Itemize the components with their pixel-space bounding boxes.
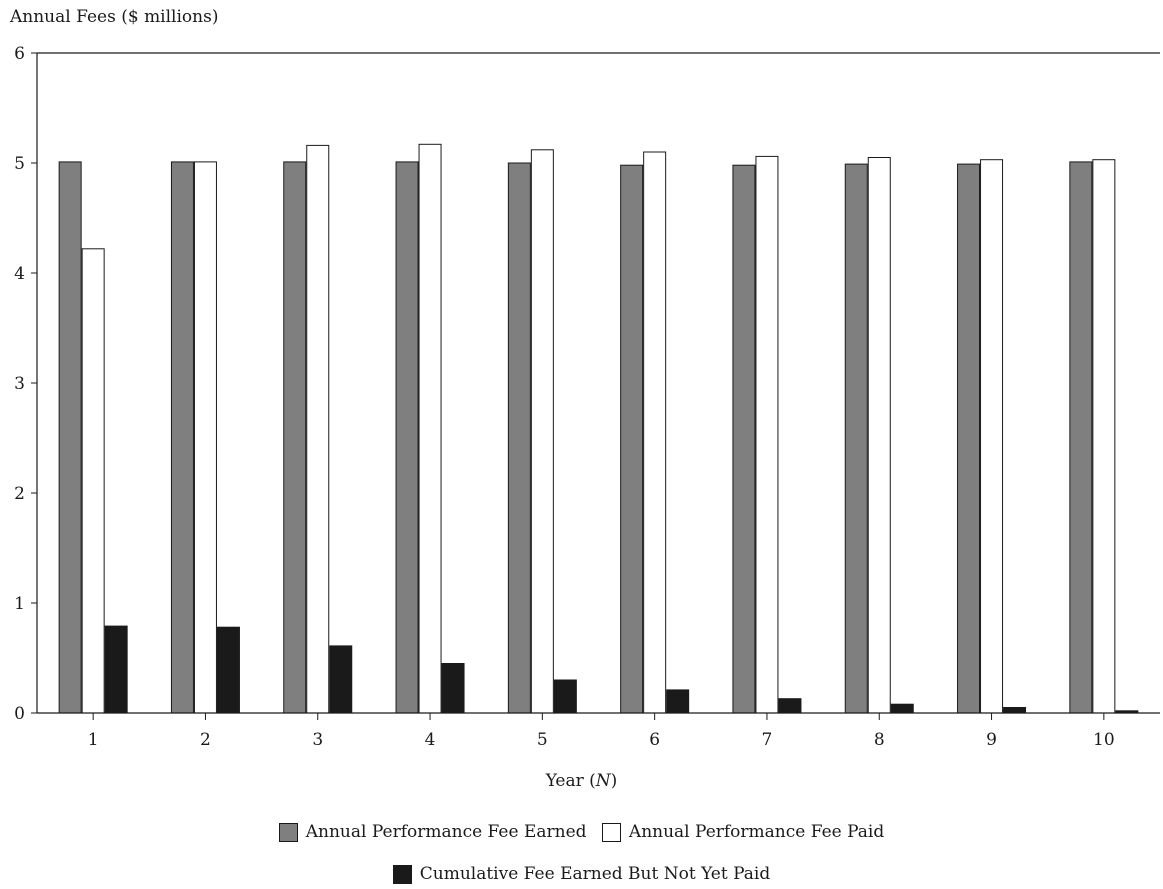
bar-cumulative-year-1 [104,625,128,714]
x-tick-label: 9 [986,730,997,750]
bar-cumulative-year-2 [216,626,240,714]
x-axis-title-suffix: ) [610,771,618,791]
x-axis-title: Year (N) [0,771,1163,791]
x-axis-title-prefix: Year ( [545,771,596,791]
x-tick-label: 1 [88,730,99,750]
bar-earned-year-6 [620,164,644,714]
y-tick-label: 3 [14,374,25,394]
x-tick-label: 7 [762,730,773,750]
legend-label-paid: Annual Performance Fee Paid [628,822,885,842]
bar-earned-year-7 [732,164,756,714]
legend-swatch-earned [278,822,298,842]
bar-paid-year-1 [81,248,105,714]
bar-chart: 1 2 3 4 5 6 7 8 9 10 0 1 2 3 4 5 6 [14,44,1160,750]
y-tick-label: 2 [14,484,25,504]
y-axis-title: Annual Fees ($ millions) [10,7,219,27]
legend-item-earned: Annual Performance Fee Earned [278,822,587,842]
y-tick-label: 5 [14,154,25,174]
bar-cumulative-year-8 [890,703,914,714]
legend-label-cumulative: Cumulative Fee Earned But Not Yet Paid [419,864,771,884]
x-tick-label: 8 [874,730,885,750]
bar-paid-year-7 [755,155,779,714]
x-tick-label: 10 [1093,730,1115,750]
bar-cumulative-year-6 [666,689,690,714]
bar-paid-year-9 [980,159,1004,714]
bar-earned-year-1 [58,161,82,714]
bar-paid-year-2 [193,161,217,714]
x-tick-label: 2 [200,730,211,750]
bar-cumulative-year-9 [1003,707,1027,714]
bar-cumulative-year-7 [778,698,802,714]
y-tick-label: 1 [14,594,25,614]
bar-earned-year-5 [507,162,531,714]
y-tick-label: 6 [14,44,25,64]
bar-paid-year-8 [867,157,891,714]
bars-layer [58,143,1139,714]
bar-earned-year-8 [844,163,868,714]
x-tick-label: 5 [537,730,548,750]
legend-swatch-paid [601,822,621,842]
axes-layer: 1 2 3 4 5 6 7 8 9 10 0 1 2 3 4 5 6 [14,44,1160,750]
bar-cumulative-year-4 [441,663,465,714]
bar-paid-year-4 [418,143,442,714]
bar-earned-year-2 [170,161,194,714]
x-axis-title-variable: N [595,771,611,791]
bar-cumulative-year-5 [553,679,577,714]
legend-swatch-cumulative [392,864,412,884]
x-tick-label: 4 [425,730,436,750]
bar-earned-year-10 [1069,161,1093,714]
legend-row-1: Annual Performance Fee Earned Annual Per… [0,822,1163,847]
x-tick-label: 3 [312,730,323,750]
bar-cumulative-year-3 [329,645,353,714]
bar-paid-year-3 [306,144,330,714]
bar-paid-year-10 [1092,159,1116,714]
x-tick-label: 6 [649,730,660,750]
legend-item-paid: Annual Performance Fee Paid [601,822,885,842]
bar-paid-year-6 [643,151,667,714]
legend-label-earned: Annual Performance Fee Earned [305,822,587,842]
bar-earned-year-4 [395,161,419,714]
legend-row-2: Cumulative Fee Earned But Not Yet Paid [0,864,1163,889]
legend-item-cumulative: Cumulative Fee Earned But Not Yet Paid [392,864,771,884]
bar-earned-year-9 [957,163,981,714]
y-tick-label: 4 [14,264,25,284]
y-tick-label: 0 [14,704,25,724]
bar-earned-year-3 [283,161,307,714]
bar-paid-year-5 [530,149,554,714]
